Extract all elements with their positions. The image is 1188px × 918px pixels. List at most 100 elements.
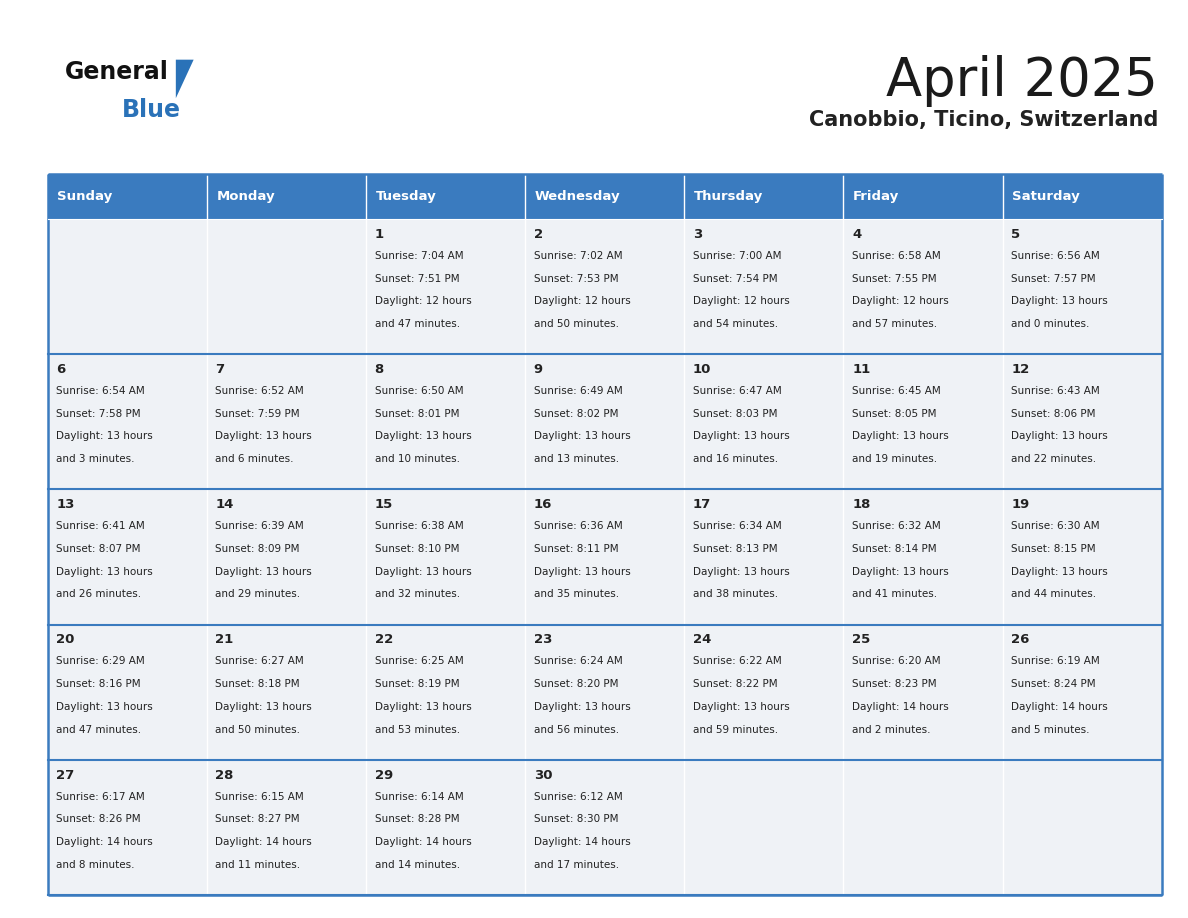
- Text: and 13 minutes.: and 13 minutes.: [533, 454, 619, 465]
- Text: and 50 minutes.: and 50 minutes.: [533, 319, 619, 329]
- Text: and 47 minutes.: and 47 minutes.: [56, 724, 141, 734]
- Text: Sunset: 8:06 PM: Sunset: 8:06 PM: [1011, 409, 1095, 419]
- Text: Sunset: 8:28 PM: Sunset: 8:28 PM: [374, 814, 460, 824]
- Text: Sunday: Sunday: [57, 190, 113, 203]
- Text: Sunset: 7:55 PM: Sunset: 7:55 PM: [852, 274, 937, 284]
- Text: Sunset: 8:13 PM: Sunset: 8:13 PM: [693, 544, 778, 554]
- Text: Sunset: 7:58 PM: Sunset: 7:58 PM: [56, 409, 141, 419]
- Bar: [48, 219, 207, 354]
- Text: Sunset: 8:10 PM: Sunset: 8:10 PM: [374, 544, 459, 554]
- Text: Sunrise: 6:32 AM: Sunrise: 6:32 AM: [852, 521, 941, 532]
- Text: Sunrise: 7:02 AM: Sunrise: 7:02 AM: [533, 251, 623, 261]
- Text: and 2 minutes.: and 2 minutes.: [852, 724, 930, 734]
- Bar: [843, 624, 1003, 760]
- Text: Sunset: 8:11 PM: Sunset: 8:11 PM: [533, 544, 619, 554]
- Bar: [48, 489, 207, 624]
- Bar: [1003, 624, 1162, 760]
- Bar: [366, 489, 525, 624]
- Text: 8: 8: [374, 364, 384, 376]
- Text: Sunset: 8:24 PM: Sunset: 8:24 PM: [1011, 679, 1097, 689]
- Bar: [207, 219, 366, 354]
- Text: Daylight: 14 hours: Daylight: 14 hours: [1011, 702, 1108, 711]
- Bar: [525, 219, 684, 354]
- Text: 17: 17: [693, 498, 712, 511]
- Text: and 50 minutes.: and 50 minutes.: [215, 724, 301, 734]
- Text: Sunrise: 6:58 AM: Sunrise: 6:58 AM: [852, 251, 941, 261]
- Bar: [1003, 354, 1162, 489]
- Text: and 8 minutes.: and 8 minutes.: [56, 860, 134, 869]
- Text: and 59 minutes.: and 59 minutes.: [693, 724, 778, 734]
- Bar: [48, 354, 207, 489]
- Text: 21: 21: [215, 633, 234, 646]
- Bar: [1003, 489, 1162, 624]
- Text: and 38 minutes.: and 38 minutes.: [693, 589, 778, 599]
- Bar: [525, 624, 684, 760]
- Text: and 44 minutes.: and 44 minutes.: [1011, 589, 1097, 599]
- Text: Sunset: 8:03 PM: Sunset: 8:03 PM: [693, 409, 777, 419]
- Bar: [366, 760, 525, 895]
- Text: Daylight: 13 hours: Daylight: 13 hours: [215, 431, 312, 442]
- Text: Sunrise: 6:25 AM: Sunrise: 6:25 AM: [374, 656, 463, 666]
- Text: Sunrise: 6:39 AM: Sunrise: 6:39 AM: [215, 521, 304, 532]
- Text: Daylight: 13 hours: Daylight: 13 hours: [693, 566, 790, 577]
- Text: Sunrise: 6:29 AM: Sunrise: 6:29 AM: [56, 656, 145, 666]
- Text: 15: 15: [374, 498, 393, 511]
- Text: Sunset: 7:59 PM: Sunset: 7:59 PM: [215, 409, 301, 419]
- Bar: [843, 174, 1003, 219]
- Text: Sunset: 8:15 PM: Sunset: 8:15 PM: [1011, 544, 1097, 554]
- Text: Sunrise: 6:41 AM: Sunrise: 6:41 AM: [56, 521, 145, 532]
- Text: Daylight: 13 hours: Daylight: 13 hours: [374, 431, 472, 442]
- Text: April 2025: April 2025: [886, 55, 1158, 107]
- Bar: [684, 174, 843, 219]
- Text: and 32 minutes.: and 32 minutes.: [374, 589, 460, 599]
- Text: 16: 16: [533, 498, 552, 511]
- Text: and 35 minutes.: and 35 minutes.: [533, 589, 619, 599]
- Text: Saturday: Saturday: [1012, 190, 1080, 203]
- Text: 14: 14: [215, 498, 234, 511]
- Text: Sunrise: 6:38 AM: Sunrise: 6:38 AM: [374, 521, 463, 532]
- Text: Sunrise: 6:14 AM: Sunrise: 6:14 AM: [374, 791, 463, 801]
- Text: 9: 9: [533, 364, 543, 376]
- Bar: [366, 354, 525, 489]
- Text: Daylight: 14 hours: Daylight: 14 hours: [852, 702, 949, 711]
- Bar: [525, 174, 684, 219]
- Text: Daylight: 12 hours: Daylight: 12 hours: [693, 297, 790, 307]
- Text: Daylight: 14 hours: Daylight: 14 hours: [533, 837, 631, 847]
- Text: Blue: Blue: [122, 98, 182, 122]
- Text: Thursday: Thursday: [694, 190, 763, 203]
- Bar: [1003, 174, 1162, 219]
- Text: Daylight: 13 hours: Daylight: 13 hours: [1011, 431, 1108, 442]
- Text: Sunrise: 6:22 AM: Sunrise: 6:22 AM: [693, 656, 782, 666]
- Text: Sunrise: 6:19 AM: Sunrise: 6:19 AM: [1011, 656, 1100, 666]
- Text: Sunrise: 6:12 AM: Sunrise: 6:12 AM: [533, 791, 623, 801]
- Text: Sunset: 7:53 PM: Sunset: 7:53 PM: [533, 274, 619, 284]
- Text: Sunrise: 6:45 AM: Sunrise: 6:45 AM: [852, 386, 941, 396]
- Text: Sunrise: 7:04 AM: Sunrise: 7:04 AM: [374, 251, 463, 261]
- Text: Sunset: 8:05 PM: Sunset: 8:05 PM: [852, 409, 936, 419]
- Text: 13: 13: [56, 498, 75, 511]
- Text: and 29 minutes.: and 29 minutes.: [215, 589, 301, 599]
- Bar: [48, 624, 207, 760]
- Text: Daylight: 14 hours: Daylight: 14 hours: [215, 837, 312, 847]
- Bar: [525, 489, 684, 624]
- Text: and 19 minutes.: and 19 minutes.: [852, 454, 937, 465]
- Text: Daylight: 12 hours: Daylight: 12 hours: [374, 297, 472, 307]
- Text: 1: 1: [374, 228, 384, 241]
- Text: Sunset: 8:09 PM: Sunset: 8:09 PM: [215, 544, 299, 554]
- Text: 12: 12: [1011, 364, 1030, 376]
- Text: and 26 minutes.: and 26 minutes.: [56, 589, 141, 599]
- Text: 22: 22: [374, 633, 393, 646]
- Bar: [207, 624, 366, 760]
- Text: Sunset: 7:51 PM: Sunset: 7:51 PM: [374, 274, 460, 284]
- Text: 25: 25: [852, 633, 871, 646]
- Bar: [1003, 760, 1162, 895]
- Text: Daylight: 13 hours: Daylight: 13 hours: [1011, 297, 1108, 307]
- Text: Friday: Friday: [853, 190, 899, 203]
- Text: and 5 minutes.: and 5 minutes.: [1011, 724, 1089, 734]
- Text: Daylight: 13 hours: Daylight: 13 hours: [56, 566, 153, 577]
- Text: and 41 minutes.: and 41 minutes.: [852, 589, 937, 599]
- Bar: [48, 174, 207, 219]
- Text: Daylight: 13 hours: Daylight: 13 hours: [56, 702, 153, 711]
- Text: Daylight: 13 hours: Daylight: 13 hours: [693, 431, 790, 442]
- Text: and 53 minutes.: and 53 minutes.: [374, 724, 460, 734]
